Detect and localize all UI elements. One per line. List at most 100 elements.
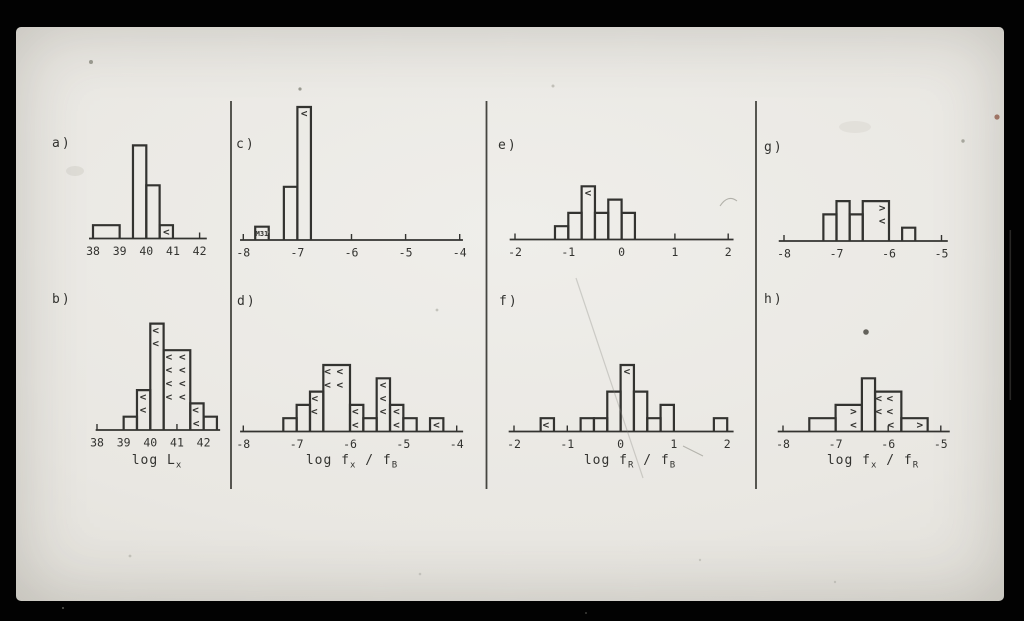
limit-symbol: < (301, 107, 308, 120)
x-tick-label: 42 (197, 436, 211, 450)
x-tick-label: -2 (508, 245, 522, 259)
histogram-bar (835, 200, 851, 241)
x-tick-label: -4 (450, 437, 464, 451)
limit-symbol: < (166, 390, 173, 403)
limit-symbol: < (393, 405, 400, 418)
limit-symbol: < (337, 378, 344, 391)
x-tick-label: -7 (829, 437, 843, 451)
limit-symbol: < (152, 324, 159, 337)
film-scratch (719, 197, 738, 207)
x-tick-label: -7 (290, 437, 304, 451)
limit-symbol: < (380, 378, 387, 391)
x-tick-label: -6 (881, 437, 895, 451)
x-tick-label: 38 (86, 244, 100, 258)
limit-symbol: < (179, 390, 186, 403)
film-scratch (682, 445, 704, 457)
histogram-bar (402, 417, 418, 432)
x-tick-label: 42 (193, 244, 207, 258)
panel-letter: d) (237, 294, 257, 309)
histogram-bar (646, 417, 662, 432)
x-tick-label: -6 (343, 437, 357, 451)
histogram-bar (606, 390, 622, 432)
histogram-bar (122, 415, 139, 430)
x-tick-label: -8 (236, 246, 250, 260)
x-tick-label: 41 (166, 244, 180, 258)
panel-letter: b) (52, 292, 72, 307)
x-tick-label: -8 (236, 437, 250, 451)
limit-symbol: < (166, 377, 173, 390)
photo-page (16, 27, 1004, 601)
dust-speck (585, 612, 587, 614)
limit-symbol: < (192, 404, 199, 417)
histogram-bar (553, 225, 570, 240)
limit-symbol: < (624, 365, 631, 378)
histogram-bar (296, 105, 313, 240)
panel-letter: c) (236, 137, 256, 152)
limit-symbol: < (311, 405, 318, 418)
panel-letter: h) (764, 292, 784, 307)
dust-speck (435, 308, 439, 312)
histogram-bar (632, 390, 649, 432)
histogram-bar (145, 184, 161, 239)
x-axis-title: log Lx (132, 453, 183, 471)
panel-letter: e) (498, 138, 518, 153)
x-tick-label: 40 (139, 244, 153, 258)
panel-letter: f) (499, 294, 519, 309)
limit-symbol: < (433, 418, 440, 431)
x-tick-label: -7 (290, 246, 304, 260)
x-tick-label: 2 (724, 437, 731, 451)
x-tick-label: -1 (561, 245, 575, 259)
histogram-bar (295, 403, 312, 432)
histogram-bar (822, 213, 838, 241)
dust-smudge (66, 166, 84, 176)
x-tick-label: -2 (507, 437, 521, 451)
histogram-bar (900, 417, 929, 432)
histogram-bar (158, 224, 175, 239)
x-tick-label: 2 (725, 245, 732, 259)
limit-symbol: > (916, 418, 923, 431)
histogram-bar (848, 213, 864, 241)
x-tick-label: 1 (671, 245, 678, 259)
x-tick-label: -1 (560, 437, 574, 451)
limit-symbol: < (337, 365, 344, 378)
histogram-bar (162, 349, 192, 430)
limit-symbol: < (193, 417, 200, 430)
panel-d: -8 -7 -6 -5 -4<<< << <<<<<< << <d)log fx / fB (236, 294, 463, 471)
panel-a: 38 39 40 41 42 < a) (52, 136, 207, 258)
x-tick-label: -5 (935, 247, 949, 261)
dust-speck (298, 87, 302, 91)
histogram-bar (579, 417, 596, 432)
x-tick-label: 0 (618, 245, 625, 259)
limit-symbol: < (152, 337, 159, 350)
x-tick-label: 40 (143, 436, 157, 450)
x-tick-label: -8 (776, 437, 790, 451)
histogram-bar (282, 185, 299, 240)
x-axis-title: log fR / fB (584, 453, 676, 471)
limit-symbol: < (380, 405, 387, 418)
histogram-bar (808, 417, 837, 432)
panel-b: 38 39 40 41 42<<<<< << << << <<<b)log Lx (52, 292, 221, 471)
x-tick-label: -5 (399, 246, 413, 260)
histogram-bar (539, 417, 556, 432)
histogram-bar (712, 417, 729, 432)
x-tick-label: 1 (670, 437, 677, 451)
histogram-bar (362, 417, 378, 432)
x-tick-label: 39 (113, 244, 127, 258)
panel-c: -8 -7 -6 -5 -4 < M31 c) (236, 105, 467, 260)
x-tick-label: -7 (830, 247, 844, 261)
limit-symbol: < (179, 350, 186, 363)
histogram-bar (592, 417, 609, 432)
panel-f: -2 -1 0 1 2 < < f) log fR / fB (499, 294, 734, 471)
histogram-bar (428, 417, 445, 432)
dust-speck (266, 230, 270, 234)
limit-symbol: < (886, 392, 893, 405)
x-tick-label: -8 (777, 247, 791, 261)
histogram-bar (901, 226, 917, 241)
limit-symbol: < (879, 215, 886, 228)
histogram-bar (607, 198, 623, 240)
limit-symbol: < (886, 405, 893, 418)
x-axis-title: log fx / fR (827, 453, 919, 471)
panel-e: -2 -1 0 1 2 < e) (498, 138, 734, 259)
limit-symbol: < (585, 186, 592, 199)
